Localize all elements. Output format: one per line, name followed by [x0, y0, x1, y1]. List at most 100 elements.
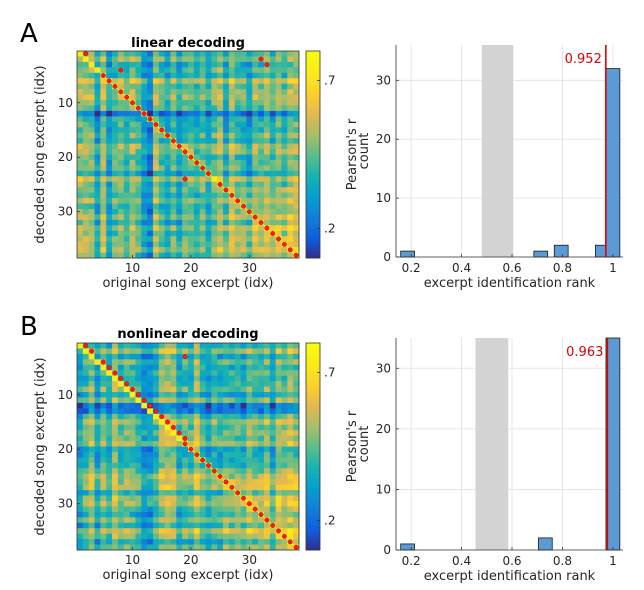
- heatmap-cell: [246, 198, 253, 204]
- heatmap-cell: [158, 386, 165, 393]
- heatmap-cell: [158, 343, 165, 349]
- heatmap-cell: [77, 528, 84, 535]
- heatmap-cell: [258, 533, 265, 540]
- heatmap-cell: [100, 424, 107, 431]
- heatmap-cell: [112, 203, 119, 210]
- heatmap-cell: [141, 159, 148, 166]
- heatmap-cell: [88, 105, 95, 112]
- heatmap-cell: [158, 506, 165, 513]
- heatmap-cell: [252, 441, 259, 447]
- heatmap-cell: [293, 353, 300, 360]
- heatmap-cell: [176, 539, 183, 545]
- best-match-dot: [252, 214, 258, 220]
- heatmap-cell: [112, 154, 119, 161]
- heatmap-cell: [123, 149, 130, 155]
- heatmap-cell: [205, 375, 212, 382]
- heatmap-cell: [106, 100, 113, 106]
- heatmap-cell: [129, 110, 136, 117]
- heatmap-cell: [275, 198, 282, 204]
- heatmap-cell: [147, 533, 154, 540]
- heatmap-cell: [88, 198, 95, 204]
- heatmap-cell: [263, 473, 271, 480]
- colorbar-segment: [306, 453, 320, 458]
- heatmap-cell: [158, 539, 165, 545]
- heatmap-cell: [152, 241, 160, 248]
- heatmap-cell: [106, 528, 113, 535]
- heatmap-cell: [217, 468, 224, 475]
- heatmap-cell: [176, 127, 183, 134]
- heatmap-cell: [100, 121, 107, 128]
- heatmap-cell: [199, 495, 206, 502]
- heatmap-cell: [123, 446, 130, 453]
- y-tick-label: 10: [58, 388, 73, 402]
- heatmap-cell: [199, 89, 206, 95]
- colorbar-segment: [306, 209, 320, 214]
- heatmap-cell: [135, 544, 142, 551]
- heatmap-cell: [252, 100, 259, 106]
- heatmap-cell: [193, 78, 201, 85]
- heatmap-cell: [252, 241, 259, 248]
- heatmap-cell: [228, 413, 236, 420]
- heatmap-cell: [188, 364, 195, 371]
- colorbar-segment: [306, 233, 320, 238]
- best-match-dot: [241, 203, 246, 209]
- heatmap-cell: [281, 424, 288, 431]
- heatmap-cell: [164, 343, 171, 349]
- heatmap-cell: [217, 462, 224, 469]
- heatmap-cell: [164, 413, 171, 420]
- heatmap-cell: [217, 479, 224, 485]
- heatmap-cell: [88, 522, 95, 529]
- heatmap-cell: [287, 430, 294, 436]
- best-match-dot: [182, 354, 188, 360]
- heatmap-cell: [199, 392, 206, 398]
- heatmap-cell: [293, 72, 300, 79]
- heatmap-cell: [281, 105, 288, 112]
- heatmap-cell: [82, 348, 90, 355]
- heatmap-cell: [152, 446, 160, 453]
- heatmap-cell: [112, 181, 119, 188]
- heatmap-cell: [252, 89, 259, 95]
- heatmap-cell: [228, 56, 236, 63]
- heatmap-cell: [211, 495, 218, 502]
- heatmap-cell: [123, 132, 130, 139]
- heatmap-cell: [269, 143, 276, 150]
- heatmap-cell: [211, 364, 218, 371]
- heatmap-cell: [158, 430, 165, 436]
- heatmap-cell: [205, 51, 212, 57]
- heatmap-cell: [269, 430, 276, 436]
- heatmap-cell: [193, 424, 201, 431]
- heatmap-cell: [106, 353, 113, 360]
- heatmap-cell: [170, 522, 177, 529]
- heatmap-cell: [193, 375, 201, 382]
- heatmap-cell: [176, 500, 183, 507]
- heatmap-cell: [263, 203, 271, 210]
- heatmap-cell: [252, 252, 259, 259]
- heatmap-cell: [293, 116, 300, 123]
- heatmap-cell: [176, 159, 183, 166]
- heatmap-cell: [94, 159, 101, 166]
- heatmap-cell: [281, 61, 288, 68]
- heatmap-cell: [252, 159, 259, 166]
- heatmap-cell: [123, 252, 130, 259]
- heatmap-cell: [269, 462, 276, 469]
- heatmap-cell: [293, 230, 300, 237]
- heatmap-cell: [234, 61, 241, 68]
- heatmap-cell: [123, 83, 130, 90]
- heatmap-cell: [223, 359, 230, 366]
- heatmap-cell: [141, 83, 148, 90]
- heatmap-cell: [240, 187, 247, 193]
- heatmap-cell: [129, 51, 136, 57]
- heatmap-cell: [82, 110, 90, 117]
- heatmap-cell: [106, 544, 113, 551]
- heatmap-cell: [269, 408, 276, 415]
- heatmap-cell: [77, 181, 84, 188]
- best-match-dot: [112, 83, 118, 89]
- heatmap-cell: [199, 435, 206, 442]
- heatmap-cell: [293, 397, 300, 404]
- best-match-dot: [118, 375, 124, 381]
- heatmap-cell: [94, 430, 101, 436]
- heatmap-cell: [217, 343, 224, 349]
- heatmap-cell: [164, 468, 171, 475]
- heatmap-cell: [164, 495, 171, 502]
- colorbar-segment: [306, 116, 320, 121]
